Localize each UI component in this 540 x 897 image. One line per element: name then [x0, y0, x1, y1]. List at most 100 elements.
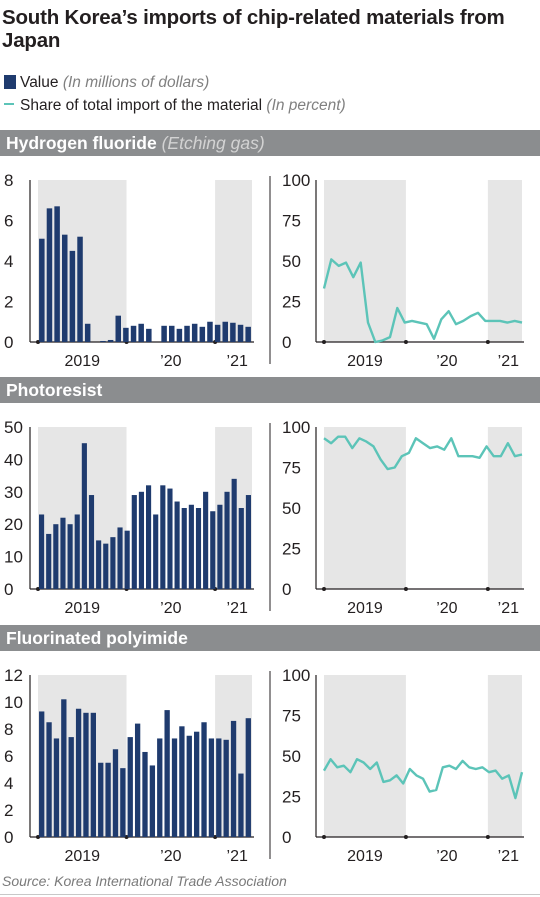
value-panel-bar — [238, 773, 244, 837]
value-panel-bar — [201, 722, 207, 837]
value-panel-bar — [161, 325, 167, 342]
value-panel-bar — [223, 739, 229, 837]
value-panel-bar — [88, 495, 95, 589]
value-panel-ytick-label: 2 — [4, 293, 13, 312]
value-panel-bar — [38, 514, 45, 589]
share-panel-ytick-label: 75 — [282, 707, 301, 726]
value-panel-xtick-label: ’20 — [160, 848, 181, 865]
legend-share-unit: (In percent) — [266, 97, 346, 114]
value-panel-bar — [199, 326, 206, 342]
section-subtitle: (Etching gas) — [161, 133, 265, 153]
legend-share-label: Share of total import of the material — [20, 97, 263, 114]
share-panel-shade-2021 — [487, 180, 522, 342]
share-panel-ytick-label: 0 — [282, 580, 291, 599]
share-panel-xtick-label: ’21 — [498, 353, 519, 370]
value-panel-bar — [117, 527, 123, 589]
value-panel-bar — [186, 735, 192, 837]
value-panel-bar — [39, 238, 45, 342]
legend-bar-swatch — [4, 75, 16, 89]
value-panel-year-marker — [124, 835, 129, 839]
section-title: Fluorinated polyimide — [6, 628, 188, 648]
value-panel-ytick-label: 8 — [4, 720, 13, 739]
share-panel-xtick-label: 2019 — [347, 848, 383, 865]
value-panel-bar — [124, 530, 130, 589]
value-panel-bar — [110, 537, 116, 589]
value-panel-bar — [238, 508, 244, 589]
value-panel-bar — [130, 325, 137, 342]
value-panel-bar — [195, 508, 202, 589]
share-panel-xtick-label: ’21 — [498, 848, 519, 865]
share-panel-ytick-label: 100 — [282, 171, 310, 190]
value-panel-bar — [191, 323, 198, 342]
value-panel-bar — [216, 738, 222, 837]
share-panel-year-marker — [485, 340, 490, 344]
share-panel-xtick-label: 2019 — [347, 353, 383, 370]
value-panel-bar — [245, 495, 252, 589]
value-panel-bar — [46, 533, 52, 589]
value-panel-xtick-label: ’20 — [160, 600, 181, 617]
value-panel-ytick-label: 40 — [4, 450, 23, 469]
value-panel-bar — [167, 488, 173, 589]
share-panel-year-marker — [403, 587, 408, 591]
share-panel-shade-2019 — [324, 427, 406, 589]
share-panel-ytick-label: 75 — [282, 459, 301, 478]
value-panel-bar — [138, 491, 145, 589]
legend-share: Share of total import of the material (I… — [4, 97, 346, 115]
share-panel-ytick-label: 0 — [282, 828, 291, 847]
value-panel-ytick-label: 10 — [4, 693, 23, 712]
value-panel-bar — [214, 324, 221, 342]
value-panel-bar — [222, 321, 229, 342]
value-panel-ytick-label: 12 — [4, 666, 23, 685]
value-panel-bar — [149, 765, 156, 837]
value-panel-year-marker — [36, 340, 40, 344]
value-panel-bar — [164, 710, 170, 837]
share-panel-share-line — [322, 757, 524, 800]
legend-value-unit: (In millions of dollars) — [62, 74, 210, 91]
share-panel-year-marker — [403, 835, 408, 839]
share-panel-ytick-label: 50 — [282, 499, 301, 518]
value-panel-ytick-label: 4 — [4, 252, 13, 271]
value-panel-bar — [245, 718, 251, 837]
value-panel-xtick-label: 2019 — [64, 353, 100, 370]
value-panel-bar — [217, 504, 223, 589]
share-panel-ytick-label: 50 — [282, 747, 301, 766]
hydrogen-fluoride-share-chart: 0 25 50 75 100 2019 ’20 ’21 — [269, 171, 524, 370]
value-panel-bar — [103, 543, 109, 589]
section-header-hydrogen-fluoride: Hydrogen fluoride (Etching gas) — [0, 130, 540, 156]
chart-title: South Korea’s imports of chip-related ma… — [2, 6, 505, 52]
value-panel-bar — [168, 325, 175, 342]
fluorinated-polyimide-value-chart: 0 2 4 6 8 10 12 2019 ’20 ’21 — [4, 666, 254, 865]
share-panel-shade-2021 — [487, 427, 522, 589]
legend-value: Value (In millions of dollars) — [4, 74, 209, 92]
share-panel-ytick-label: 100 — [282, 418, 310, 437]
value-panel-bar — [61, 234, 68, 342]
value-panel-xtick-label: ’21 — [227, 848, 248, 865]
section-title: Photoresist — [6, 380, 103, 400]
value-panel-bar — [84, 323, 91, 342]
value-panel-bar — [96, 540, 102, 589]
share-panel-year-marker — [322, 587, 326, 591]
share-panel-share-line — [322, 258, 523, 344]
value-panel-bar — [146, 328, 152, 342]
value-panel-bar — [46, 722, 52, 837]
legend-value-label: Value — [20, 74, 59, 91]
fluorinated-polyimide-share-chart: 0 25 50 75 100 2019 ’20 ’21 — [269, 666, 524, 865]
value-panel-bar — [160, 485, 166, 589]
value-panel-bar — [60, 517, 66, 589]
share-panel-xtick-label: ’20 — [436, 848, 457, 865]
share-panel-xtick-label: ’20 — [436, 353, 457, 370]
share-panel-ytick-label: 75 — [282, 212, 301, 231]
value-panel-xtick-label: ’21 — [227, 353, 248, 370]
value-panel-bar — [98, 762, 104, 837]
bottom-rule — [0, 894, 540, 895]
share-panel-year-marker — [485, 835, 490, 839]
value-panel-bar — [208, 738, 215, 837]
source-note: Source: Korea International Trade Associ… — [2, 873, 287, 889]
share-panel-ytick-label: 25 — [282, 540, 301, 559]
value-panel-bar — [153, 514, 159, 589]
section-title: Hydrogen fluoride — [6, 133, 157, 153]
value-panel-bar — [230, 322, 236, 342]
share-panel-ytick-label: 50 — [282, 252, 301, 271]
value-panel-bar — [107, 339, 114, 342]
value-panel-bar — [120, 768, 126, 837]
